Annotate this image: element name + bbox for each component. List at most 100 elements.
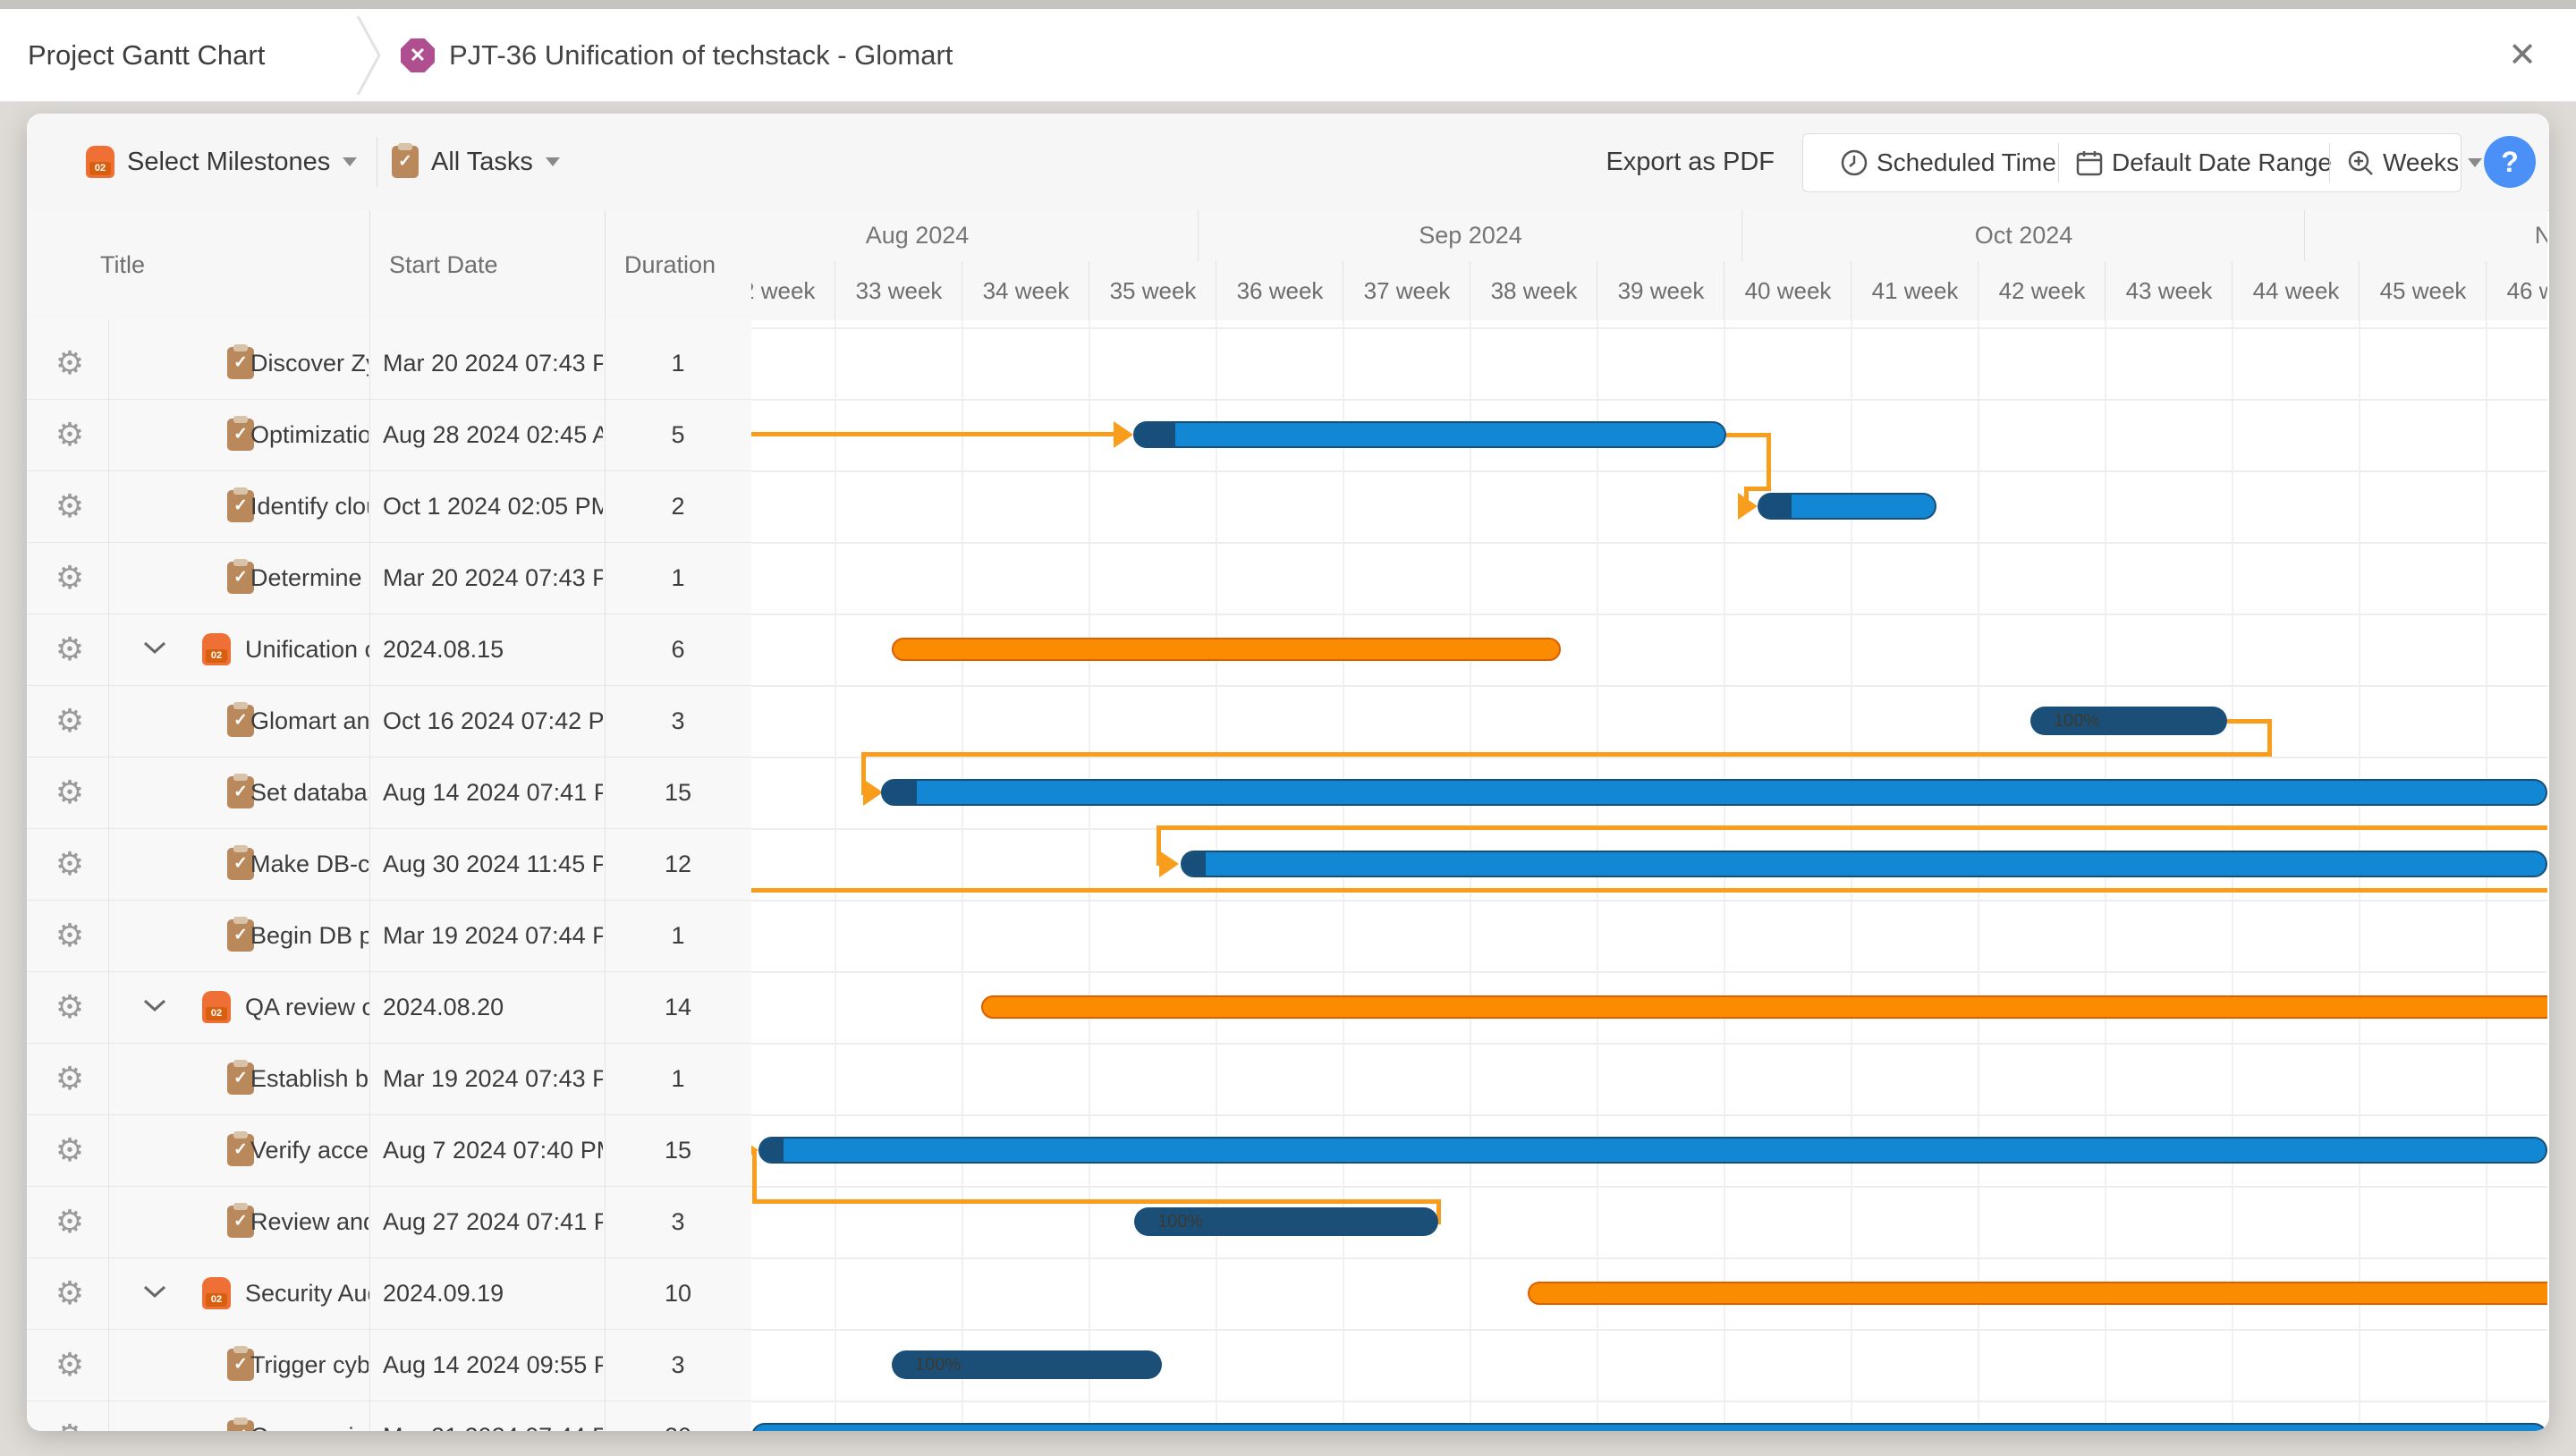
gear-icon[interactable]: ⚙ (55, 1346, 85, 1383)
milestone-bar[interactable] (981, 995, 2547, 1019)
row-title: Begin DB pre (250, 922, 369, 949)
gear-icon[interactable]: ⚙ (55, 774, 85, 810)
gear-icon[interactable]: ⚙ (52, 1418, 88, 1432)
task-row[interactable]: ⚙ ✓Trigger cyber Aug 14 2024 09:55 PM 3 (27, 1329, 751, 1401)
row-start-date: Oct 16 2024 07:42 PM (383, 707, 603, 734)
completed-task-bar[interactable]: 100% (2030, 707, 2227, 735)
row-title: Determine the (250, 564, 369, 591)
task-icon: ✓ (392, 143, 419, 178)
task-row[interactable]: ⚙ ✓Identify cloud Oct 1 2024 02:05 PM 2 (27, 470, 751, 543)
row-gridline (751, 1401, 2547, 1402)
completed-task-bar[interactable]: 100% (1134, 1207, 1438, 1236)
gear-icon[interactable]: ⚙ (55, 702, 85, 739)
export-pdf-button[interactable]: Export as PDF (1606, 148, 1775, 176)
row-title: Optimization p (250, 421, 369, 448)
milestone-bar[interactable] (892, 638, 1561, 661)
gear-icon[interactable]: ⚙ (55, 559, 85, 596)
dependency-connector (2227, 719, 2272, 724)
gear-icon[interactable]: ⚙ (55, 1274, 85, 1311)
all-tasks-dropdown[interactable]: ✓ All Tasks (392, 114, 560, 210)
row-title: Review and c (250, 1208, 369, 1235)
gear-icon[interactable]: ⚙ (55, 344, 85, 381)
milestone-row[interactable]: ⚙ 02 QA review of clo 2024.08.20 14 (27, 971, 751, 1044)
month-header: Aug 2024 (751, 210, 1199, 261)
select-milestones-dropdown[interactable]: 02 Select Milestones (86, 114, 358, 210)
row-start-date: 2024.08.20 (383, 994, 504, 1020)
gear-icon[interactable]: ⚙ (55, 917, 85, 953)
week-header: 36 week (1216, 261, 1343, 320)
week-header: 33 week (835, 261, 962, 320)
dependency-arrow-icon (863, 779, 883, 806)
task-row[interactable]: ⚙ ✓Establish bas Mar 19 2024 07:43 PM 1 (27, 1043, 751, 1115)
task-row[interactable]: ⚙ ✓Begin DB pre Mar 19 2024 07:44 PM 1 (27, 900, 751, 972)
row-start-date: Aug 30 2024 11:45 PM (383, 851, 603, 877)
completed-task-bar[interactable]: 100% (892, 1350, 1162, 1379)
dependency-connector (1767, 433, 1771, 491)
row-title: Set database (250, 779, 369, 806)
task-table: ⚙✓Discover ZylkMar 20 2024 07:43 PM1⚙✓Op… (27, 320, 751, 1431)
gantt-timeline: 100% 100% 100% (751, 320, 2547, 1431)
task-bar[interactable] (758, 1137, 2547, 1164)
week-header: 37 week (1343, 261, 1470, 320)
row-title: QA review of clo (245, 994, 370, 1020)
milestone-icon: 02 (202, 991, 231, 1023)
milestone-row[interactable]: ⚙ 02 Unification of the 2024.08.15 6 (27, 614, 751, 686)
row-duration: 15 (664, 779, 692, 806)
task-icon: ✓ (227, 1131, 254, 1166)
week-header: 46 week (2486, 261, 2547, 320)
task-row[interactable]: ⚙ ✓Determine the Mar 20 2024 07:43 PM 1 (27, 542, 751, 614)
gear-icon[interactable]: ⚙ (55, 1060, 85, 1096)
task-bar[interactable] (1758, 493, 1936, 520)
task-row[interactable]: ⚙ ✓Glomart and Z Oct 16 2024 07:42 PM 3 (27, 685, 751, 758)
collapse-chevron-icon[interactable] (143, 640, 166, 659)
all-tasks-label: All Tasks (431, 147, 533, 176)
milestone-row[interactable]: ⚙ 02 Security Audit ar 2024.09.19 10 (27, 1257, 751, 1330)
zoom-level-dropdown[interactable]: Weeks (2347, 134, 2483, 191)
task-row[interactable]: ⚙ ✓Make DB-con Aug 30 2024 11:45 PM 12 (27, 828, 751, 901)
week-gridline (835, 320, 836, 1431)
row-gridline (751, 1257, 2547, 1259)
progress-segment (1182, 852, 1206, 876)
milestone-bar[interactable] (1528, 1282, 2547, 1305)
collapse-chevron-icon[interactable] (143, 998, 166, 1017)
week-header: 40 week (1724, 261, 1852, 320)
default-date-range-button[interactable]: Default Date Range (2076, 134, 2332, 191)
row-start-date: Aug 14 2024 07:41 PM (383, 779, 603, 806)
chevron-down-icon (2468, 158, 2483, 167)
dependency-arrow-icon (1159, 851, 1179, 877)
settings-column-border (108, 320, 109, 1431)
task-bar[interactable] (1181, 851, 2547, 877)
row-start-date: Mar 21 2024 07:44 PM (383, 1401, 603, 1431)
row-duration: 2 (671, 493, 685, 520)
gear-icon[interactable]: ⚙ (55, 845, 85, 882)
row-title: Verify access (250, 1137, 369, 1164)
breadcrumb-tab[interactable]: Project Gantt Chart (28, 39, 266, 71)
row-start-date: Aug 27 2024 07:41 PM (383, 1208, 603, 1235)
collapse-chevron-icon[interactable] (143, 1284, 166, 1303)
page-title: PJT-36 Unification of techstack - Glomar… (449, 39, 953, 71)
gear-icon[interactable]: ⚙ (55, 416, 85, 453)
task-bar[interactable] (751, 1423, 2547, 1431)
task-bar[interactable] (1133, 421, 1726, 448)
task-bar[interactable] (881, 779, 2547, 806)
month-header: Nov 2024 (2304, 210, 2547, 261)
task-row[interactable]: ⚙ ✓Verify access Aug 7 2024 07:40 PM 15 (27, 1114, 751, 1187)
scheduled-time-button[interactable]: Scheduled Time (1841, 134, 2056, 191)
gear-icon[interactable]: ⚙ (55, 487, 85, 524)
task-row[interactable]: ⚙ ✓Optimization p Aug 28 2024 02:45 AM 5 (27, 399, 751, 471)
task-row[interactable]: ⚙ ✓Communicate Mar 21 2024 07:44 PM20 (27, 1401, 751, 1431)
close-button[interactable]: ✕ (2508, 37, 2537, 74)
task-icon: ✓ (227, 487, 254, 522)
row-title: Make DB-con (250, 851, 369, 877)
help-button[interactable]: ? (2484, 136, 2536, 188)
gear-icon[interactable]: ⚙ (55, 1131, 85, 1168)
gear-icon[interactable]: ⚙ (55, 1203, 85, 1240)
gear-icon[interactable]: ⚙ (55, 631, 85, 667)
task-row[interactable]: ⚙ ✓Discover Zylk Mar 20 2024 07:43 PM 1 (27, 327, 751, 400)
column-border (369, 210, 370, 320)
row-title: Trigger cyber (250, 1351, 369, 1378)
task-row[interactable]: ⚙ ✓Set database Aug 14 2024 07:41 PM 15 (27, 757, 751, 829)
gear-icon[interactable]: ⚙ (55, 988, 85, 1025)
task-row[interactable]: ⚙ ✓Review and c Aug 27 2024 07:41 PM 3 (27, 1186, 751, 1258)
